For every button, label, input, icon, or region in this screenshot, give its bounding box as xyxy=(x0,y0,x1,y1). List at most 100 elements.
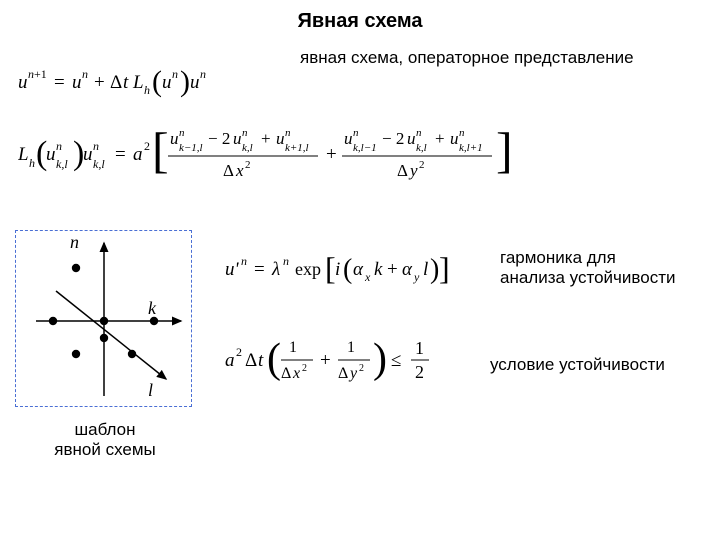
svg-text:u: u xyxy=(170,129,179,148)
stencil-diagram xyxy=(16,231,191,406)
svg-text:α: α xyxy=(353,259,364,280)
annotation-harmonic-l1: гармоника для xyxy=(500,248,616,267)
subtitle-operator: явная схема, операторное представление xyxy=(300,48,634,68)
svg-text:k,l−1: k,l−1 xyxy=(353,142,377,154)
svg-text:n: n xyxy=(200,67,206,81)
equation-1: u n +1 = u n + Δ t L h ( u n ) u n xyxy=(18,66,278,111)
svg-text:n: n xyxy=(459,127,465,139)
svg-text:+1: +1 xyxy=(34,67,47,81)
svg-text:=: = xyxy=(254,259,265,280)
svg-text:1: 1 xyxy=(415,338,424,358)
svg-text:): ) xyxy=(430,254,439,285)
svg-text:2: 2 xyxy=(236,345,242,359)
svg-text:2: 2 xyxy=(302,363,307,374)
svg-text:≤: ≤ xyxy=(391,350,401,371)
svg-text:L: L xyxy=(18,144,29,165)
svg-text:exp: exp xyxy=(295,259,321,279)
svg-text:y: y xyxy=(413,270,420,284)
axis-label-k: k xyxy=(148,298,156,319)
svg-text:x: x xyxy=(364,270,371,284)
svg-text:n: n xyxy=(416,127,422,139)
svg-text:u: u xyxy=(450,129,459,148)
svg-text:Δ: Δ xyxy=(110,72,122,93)
stencil-caption-line1: шаблон xyxy=(74,420,135,439)
svg-text:Δ: Δ xyxy=(245,350,257,371)
stencil-caption: шаблон явной схемы xyxy=(30,420,180,460)
svg-text:+: + xyxy=(387,259,398,280)
svg-text:u: u xyxy=(46,144,56,165)
svg-text:]: ] xyxy=(439,250,450,286)
svg-text:+: + xyxy=(261,129,271,148)
svg-text:(: ( xyxy=(267,336,281,382)
svg-text:a: a xyxy=(225,350,235,371)
svg-text:k,l: k,l xyxy=(416,142,427,154)
equation-3: u' n = λ n exp [ i ( α x k + α y l ) ] xyxy=(225,250,485,297)
svg-text:n: n xyxy=(172,67,178,81)
svg-text:+: + xyxy=(94,72,105,93)
svg-text:+: + xyxy=(326,144,337,165)
annotation-harmonic-l2: анализа устойчивости xyxy=(500,268,675,287)
svg-text:n: n xyxy=(82,67,88,81)
svg-text:− 2: − 2 xyxy=(382,129,404,148)
svg-text:2: 2 xyxy=(245,159,251,171)
svg-text:u: u xyxy=(190,72,200,93)
stencil-caption-line2: явной схемы xyxy=(54,440,155,459)
svg-text:− 2: − 2 xyxy=(208,129,230,148)
svg-text:1: 1 xyxy=(347,339,355,356)
svg-text:=: = xyxy=(115,144,126,165)
svg-text:(: ( xyxy=(343,254,352,285)
svg-text:u: u xyxy=(233,129,242,148)
svg-text:k+1,l: k+1,l xyxy=(285,142,309,154)
svg-text:Δ: Δ xyxy=(397,161,408,180)
annotation-harmonic: гармоника для анализа устойчивости xyxy=(500,248,675,288)
svg-text:]: ] xyxy=(496,122,513,178)
svg-text:[: [ xyxy=(152,122,169,178)
svg-text:2: 2 xyxy=(415,362,424,382)
svg-text:1: 1 xyxy=(289,339,297,356)
svg-text:u': u' xyxy=(225,259,240,280)
svg-text:Δ: Δ xyxy=(281,365,291,382)
svg-text:x: x xyxy=(235,161,244,180)
svg-text:n: n xyxy=(241,254,247,268)
svg-text:u: u xyxy=(162,72,172,93)
svg-text:n: n xyxy=(93,139,99,153)
svg-text:2: 2 xyxy=(359,363,364,374)
svg-text:u: u xyxy=(18,72,28,93)
svg-text:n: n xyxy=(285,127,291,139)
svg-text:k,l: k,l xyxy=(93,157,105,171)
svg-text:n: n xyxy=(179,127,185,139)
svg-text:a: a xyxy=(133,144,143,165)
svg-text:n: n xyxy=(353,127,359,139)
svg-text:i: i xyxy=(335,259,340,280)
svg-text:u: u xyxy=(276,129,285,148)
annotation-condition: условие устойчивости xyxy=(490,355,665,375)
svg-text:λ: λ xyxy=(271,259,280,280)
svg-text:l: l xyxy=(423,259,428,280)
svg-text:u: u xyxy=(407,129,416,148)
svg-text:k,l: k,l xyxy=(242,142,253,154)
svg-text:n: n xyxy=(283,254,289,268)
equation-4: a 2 Δ t ( 1 Δ x 2 + 1 Δ y 2 ) ≤ 1 2 xyxy=(225,332,485,395)
svg-text:h: h xyxy=(29,156,35,170)
svg-text:): ) xyxy=(373,336,387,382)
svg-text:n: n xyxy=(56,139,62,153)
svg-text:+: + xyxy=(435,129,445,148)
svg-text:α: α xyxy=(402,259,413,280)
axis-label-n: n xyxy=(70,232,79,253)
svg-text:t: t xyxy=(258,350,264,371)
svg-text:u: u xyxy=(344,129,353,148)
svg-text:t L: t L xyxy=(123,72,144,93)
stencil-box xyxy=(15,230,192,407)
svg-text:u: u xyxy=(72,72,82,93)
svg-text:Δ: Δ xyxy=(338,365,348,382)
svg-text:2: 2 xyxy=(419,159,425,171)
equation-2: L h ( u n k,l ) u n k,l = a 2 [ u n k−1,… xyxy=(18,120,658,197)
svg-text:u: u xyxy=(83,144,93,165)
svg-text:Δ: Δ xyxy=(223,161,234,180)
svg-text:2: 2 xyxy=(144,139,150,153)
svg-text:): ) xyxy=(180,66,190,98)
svg-text:k: k xyxy=(374,259,383,280)
svg-text:(: ( xyxy=(152,66,162,98)
svg-text:y: y xyxy=(408,161,418,180)
svg-text:k,l+1: k,l+1 xyxy=(459,142,483,154)
